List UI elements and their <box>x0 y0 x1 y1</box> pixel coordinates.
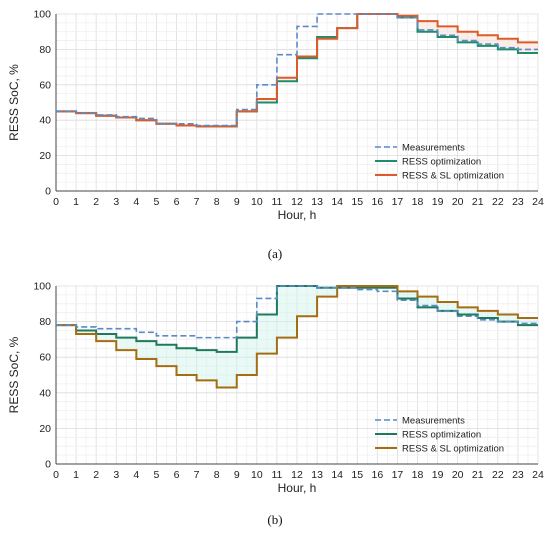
x-tick-label: 2 <box>93 469 99 481</box>
x-tick-label: 12 <box>291 469 303 481</box>
x-tick-label: 9 <box>234 469 240 481</box>
x-tick-label: 0 <box>53 196 59 208</box>
x-tick-label: 15 <box>351 469 363 481</box>
chart-panel-a: 0 1 2 3 4 5 6 7 8 9 10 11 12 13 14 15 16 17 18 19 20 21 22 23 24… <box>7 9 544 262</box>
x-tick-label: 22 <box>492 469 504 481</box>
x-tick-label: 3 <box>113 196 119 208</box>
x-axis-title: Hour, h <box>278 481 317 495</box>
x-tick-label: 7 <box>194 196 200 208</box>
x-tick-label: 7 <box>194 469 200 481</box>
y-tick-label: 20 <box>39 423 51 435</box>
x-tick-label: 9 <box>234 196 240 208</box>
x-tick-label: 4 <box>133 469 139 481</box>
x-tick-label: 13 <box>311 196 323 208</box>
x-tick-label: 20 <box>452 196 464 208</box>
legend-label: RESS & SL optimization <box>402 171 504 182</box>
x-tick-label: 10 <box>251 469 263 481</box>
series-line-ress-optimization <box>56 285 538 353</box>
x-tick-label: 8 <box>214 469 220 481</box>
legend-label: RESS optimization <box>402 430 481 441</box>
y-tick-label: 100 <box>33 9 51 21</box>
x-tick-label: 22 <box>492 196 504 208</box>
x-tick-label: 4 <box>133 196 139 208</box>
x-tick-label: 11 <box>271 469 282 481</box>
x-tick-label: 12 <box>291 196 303 208</box>
x-tick-label: 1 <box>73 196 79 208</box>
y-tick-label: 0 <box>45 459 51 471</box>
y-tick-label: 60 <box>39 352 51 364</box>
x-tick-label: 16 <box>371 196 383 208</box>
series-line-measurements <box>56 285 538 339</box>
x-tick-label: 14 <box>331 196 343 208</box>
chart-panel-b: 0 1 2 3 4 5 6 7 8 9 10 11 12 13 14 15 16 17 18 19 20 21 22 23 24… <box>7 281 544 528</box>
x-tick-label: 6 <box>174 469 180 481</box>
series-line-ress-sl-optimization <box>56 13 538 128</box>
x-tick-label: 15 <box>351 196 363 208</box>
x-tick-label: 17 <box>392 469 404 481</box>
x-tick-label: 14 <box>331 469 343 481</box>
x-axis-title: Hour, h <box>278 208 317 222</box>
legend-label: Measurements <box>402 416 465 427</box>
y-axis-title: RESS SoC, % <box>7 64 21 141</box>
y-axis-title: RESS SoC, % <box>7 336 21 413</box>
legend-label: RESS & SL optimization <box>402 444 504 455</box>
x-tick-label: 19 <box>432 469 444 481</box>
x-tick-label: 1 <box>73 469 79 481</box>
y-tick-label: 0 <box>45 186 51 198</box>
x-tick-label: 13 <box>311 469 323 481</box>
x-tick-label: 11 <box>271 196 282 208</box>
x-tick-label: 16 <box>371 469 383 481</box>
y-tick-label: 80 <box>39 316 51 328</box>
x-tick-label: 0 <box>53 469 59 481</box>
x-tick-label: 24 <box>532 469 544 481</box>
x-tick-label: 3 <box>113 469 119 481</box>
x-tick-label: 17 <box>392 196 404 208</box>
y-tick-label: 100 <box>33 281 51 293</box>
y-tick-label: 20 <box>39 150 51 162</box>
x-tick-label: 18 <box>412 469 424 481</box>
x-tick-label: 23 <box>512 196 524 208</box>
x-tick-label: 23 <box>512 469 524 481</box>
x-tick-label: 21 <box>472 196 484 208</box>
y-tick-label: 60 <box>39 79 51 91</box>
x-tick-label: 6 <box>174 196 180 208</box>
series-line-ress-sl-optimization <box>56 285 538 389</box>
legend-label: RESS optimization <box>402 157 481 168</box>
x-tick-label: 5 <box>153 196 159 208</box>
x-tick-label: 18 <box>412 196 424 208</box>
x-tick-label: 24 <box>532 196 544 208</box>
x-tick-label: 5 <box>153 469 159 481</box>
panel-caption: (a) <box>268 246 282 261</box>
legend-label: Measurements <box>402 143 465 154</box>
panel-caption: (b) <box>267 512 282 527</box>
x-tick-label: 21 <box>472 469 484 481</box>
x-tick-label: 8 <box>214 196 220 208</box>
y-tick-label: 80 <box>39 44 51 56</box>
y-tick-label: 40 <box>39 115 51 127</box>
series-line-measurements <box>56 13 538 127</box>
x-tick-label: 20 <box>452 469 464 481</box>
x-tick-label: 10 <box>251 196 263 208</box>
x-tick-label: 2 <box>93 196 99 208</box>
x-tick-label: 19 <box>432 196 444 208</box>
y-tick-label: 40 <box>39 387 51 399</box>
